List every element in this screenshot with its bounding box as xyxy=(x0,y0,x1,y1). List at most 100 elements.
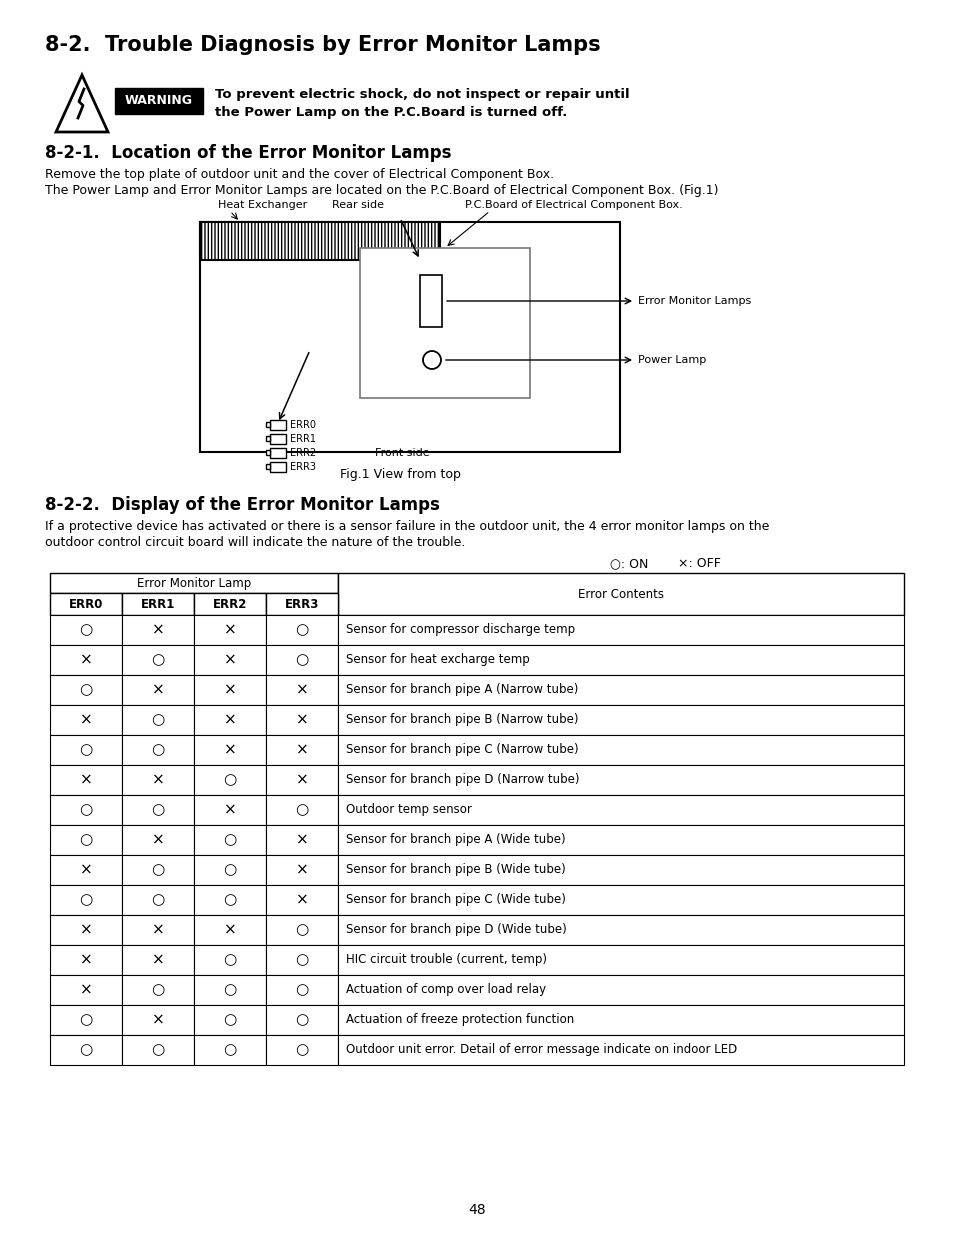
Text: ERR3: ERR3 xyxy=(290,462,315,472)
Bar xyxy=(337,764,903,795)
Text: ×: × xyxy=(152,952,164,967)
Text: ○: ○ xyxy=(223,773,236,788)
Bar xyxy=(337,825,903,855)
Text: ○: ○ xyxy=(152,983,165,998)
Bar xyxy=(270,462,286,472)
Bar xyxy=(193,1005,266,1035)
Text: Sensor for compressor discharge temp: Sensor for compressor discharge temp xyxy=(346,624,575,636)
Bar xyxy=(193,1035,266,1065)
Text: ×: × xyxy=(223,742,236,757)
Bar xyxy=(122,795,193,825)
Text: Sensor for branch pipe A (Wide tube): Sensor for branch pipe A (Wide tube) xyxy=(346,834,565,846)
Text: ○: ○ xyxy=(223,952,236,967)
Bar xyxy=(122,1005,193,1035)
Bar xyxy=(337,615,903,645)
Text: ○: ○ xyxy=(79,893,92,908)
Text: Rear side: Rear side xyxy=(332,200,384,210)
Bar xyxy=(50,764,122,795)
Bar xyxy=(337,705,903,735)
Text: Actuation of comp over load relay: Actuation of comp over load relay xyxy=(346,983,545,997)
Text: Fig.1 View from top: Fig.1 View from top xyxy=(339,468,460,480)
Bar xyxy=(115,88,203,114)
Text: ○: ○ xyxy=(152,893,165,908)
Text: ×: × xyxy=(223,923,236,937)
Bar xyxy=(193,615,266,645)
Bar xyxy=(193,855,266,885)
Bar xyxy=(50,573,337,593)
Bar xyxy=(50,645,122,676)
Bar xyxy=(337,945,903,974)
Text: Sensor for branch pipe C (Wide tube): Sensor for branch pipe C (Wide tube) xyxy=(346,893,565,906)
Bar xyxy=(122,615,193,645)
Text: ×: × xyxy=(79,713,92,727)
Text: ○: ○ xyxy=(152,713,165,727)
Bar xyxy=(337,915,903,945)
Bar xyxy=(266,436,270,441)
Bar xyxy=(50,615,122,645)
Text: Sensor for branch pipe B (Narrow tube): Sensor for branch pipe B (Narrow tube) xyxy=(346,714,578,726)
Bar xyxy=(50,735,122,764)
Bar xyxy=(50,945,122,974)
Text: ○: ○ xyxy=(295,652,309,667)
Text: ×: × xyxy=(295,773,308,788)
Text: ○: ○ xyxy=(295,923,309,937)
Text: ○: ○ xyxy=(295,1042,309,1057)
Bar xyxy=(266,885,337,915)
Bar xyxy=(266,1005,337,1035)
Bar xyxy=(337,1035,903,1065)
Text: ERR2: ERR2 xyxy=(213,598,247,610)
Bar xyxy=(200,222,439,261)
Text: Sensor for branch pipe C (Narrow tube): Sensor for branch pipe C (Narrow tube) xyxy=(346,743,578,757)
Text: 8-2-2.  Display of the Error Monitor Lamps: 8-2-2. Display of the Error Monitor Lamp… xyxy=(45,496,439,514)
Text: ERR2: ERR2 xyxy=(290,448,315,458)
Text: Outdoor temp sensor: Outdoor temp sensor xyxy=(346,804,472,816)
Text: ○: ○ xyxy=(295,983,309,998)
Text: ○: ○ xyxy=(223,893,236,908)
Text: the Power Lamp on the P.C.Board is turned off.: the Power Lamp on the P.C.Board is turne… xyxy=(214,106,567,119)
Bar xyxy=(270,420,286,430)
Text: Heat Exchanger: Heat Exchanger xyxy=(218,200,307,210)
Text: WARNING: WARNING xyxy=(125,95,193,107)
Text: ×: × xyxy=(295,832,308,847)
Bar xyxy=(270,448,286,458)
Text: Error Contents: Error Contents xyxy=(578,588,663,600)
Bar xyxy=(122,645,193,676)
Text: ×: × xyxy=(79,952,92,967)
Text: ×: OFF: ×: OFF xyxy=(678,557,720,571)
Text: Front side: Front side xyxy=(375,448,429,458)
Bar xyxy=(266,795,337,825)
Bar xyxy=(266,1035,337,1065)
Text: If a protective device has activated or there is a sensor failure in the outdoor: If a protective device has activated or … xyxy=(45,520,768,534)
Bar xyxy=(122,1035,193,1065)
Bar xyxy=(193,974,266,1005)
Bar xyxy=(266,974,337,1005)
Bar xyxy=(122,705,193,735)
Bar xyxy=(337,1005,903,1035)
Bar xyxy=(122,915,193,945)
Bar xyxy=(50,593,122,615)
Bar xyxy=(193,705,266,735)
Bar xyxy=(337,855,903,885)
Text: ×: × xyxy=(223,652,236,667)
Bar xyxy=(193,764,266,795)
Bar xyxy=(266,422,270,427)
Bar xyxy=(122,593,193,615)
Text: ×: × xyxy=(152,773,164,788)
Text: ×: × xyxy=(79,923,92,937)
Text: Outdoor unit error. Detail of error message indicate on indoor LED: Outdoor unit error. Detail of error mess… xyxy=(346,1044,737,1056)
Bar xyxy=(266,593,337,615)
Bar xyxy=(193,885,266,915)
Bar xyxy=(50,855,122,885)
Text: Sensor for branch pipe B (Wide tube): Sensor for branch pipe B (Wide tube) xyxy=(346,863,565,877)
Bar xyxy=(266,855,337,885)
Text: ×: × xyxy=(152,923,164,937)
Text: ○: ○ xyxy=(152,862,165,878)
Text: ×: × xyxy=(79,862,92,878)
Text: ×: × xyxy=(152,683,164,698)
Text: P.C.Board of Electrical Component Box.: P.C.Board of Electrical Component Box. xyxy=(464,200,682,210)
Text: ×: × xyxy=(79,652,92,667)
Bar xyxy=(337,645,903,676)
Text: ×: × xyxy=(152,1013,164,1028)
Bar xyxy=(419,275,441,327)
Bar xyxy=(359,248,530,398)
